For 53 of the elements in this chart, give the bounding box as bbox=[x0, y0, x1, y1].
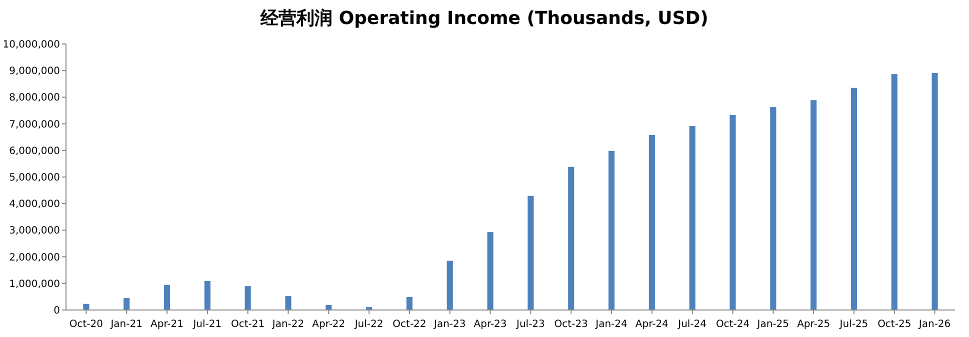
x-tick-label: Jan-24 bbox=[594, 319, 628, 330]
x-tick-label: Jul-22 bbox=[354, 319, 384, 330]
y-tick-label: 4,000,000 bbox=[9, 199, 60, 210]
bar bbox=[446, 260, 453, 310]
x-tick-label: Oct-24 bbox=[716, 319, 750, 330]
bar bbox=[850, 88, 858, 310]
x-tick-label: Oct-20 bbox=[69, 319, 104, 330]
x-tick-label: Oct-22 bbox=[392, 319, 426, 330]
bar bbox=[124, 298, 130, 310]
bar bbox=[285, 296, 292, 310]
x-tick-label: Jul-23 bbox=[516, 319, 545, 330]
y-tick-label: 2,000,000 bbox=[9, 252, 60, 264]
x-tick-label: Jan-25 bbox=[756, 319, 790, 330]
bar bbox=[608, 150, 615, 310]
x-tick-label: Apr-22 bbox=[312, 319, 346, 330]
x-tick-label: Jul-21 bbox=[192, 319, 222, 330]
bar bbox=[891, 74, 898, 310]
bar bbox=[730, 115, 736, 310]
x-tick-label: Jan-22 bbox=[271, 319, 304, 330]
chart-title: 经营利润 Operating Income (Thousands, USD) bbox=[260, 8, 708, 29]
x-tick-label: Jan-26 bbox=[918, 319, 951, 330]
bar bbox=[204, 281, 210, 310]
bar bbox=[487, 232, 494, 310]
bar bbox=[164, 284, 170, 310]
x-tick-label: Apr-25 bbox=[797, 319, 830, 330]
bar bbox=[406, 296, 413, 310]
bar bbox=[932, 72, 938, 310]
y-tick-label: 7,000,000 bbox=[9, 119, 60, 130]
x-tick-label: Jan-21 bbox=[110, 319, 142, 330]
y-tick-label: 0 bbox=[54, 306, 60, 316]
x-tick-label: Oct-23 bbox=[554, 319, 588, 330]
x-tick-label: Oct-25 bbox=[878, 319, 912, 330]
y-tick-label: 3,000,000 bbox=[9, 226, 60, 237]
bar bbox=[770, 107, 776, 310]
x-tick-label: Jul-24 bbox=[677, 319, 707, 330]
y-tick-label: 6,000,000 bbox=[9, 146, 60, 157]
x-tick-label: Apr-23 bbox=[474, 319, 507, 330]
bar bbox=[528, 196, 534, 310]
bar bbox=[689, 126, 696, 310]
bar bbox=[568, 166, 574, 310]
y-tick-label: 1,000,000 bbox=[9, 278, 60, 290]
y-tick-label: 9,000,000 bbox=[9, 66, 60, 78]
x-tick-label: Apr-24 bbox=[635, 319, 668, 330]
x-tick-label: Jul-25 bbox=[838, 319, 868, 330]
y-tick-label: 10,000,000 bbox=[2, 40, 60, 50]
x-tick-label: Oct-21 bbox=[231, 319, 265, 330]
x-tick-label: Jan-23 bbox=[433, 319, 466, 330]
x-tick-label: Apr-21 bbox=[150, 319, 184, 330]
y-tick-label: 5,000,000 bbox=[9, 172, 60, 184]
bar bbox=[244, 286, 251, 310]
y-tick-label: 8,000,000 bbox=[9, 92, 60, 104]
bar bbox=[810, 100, 817, 310]
bar bbox=[648, 134, 655, 310]
